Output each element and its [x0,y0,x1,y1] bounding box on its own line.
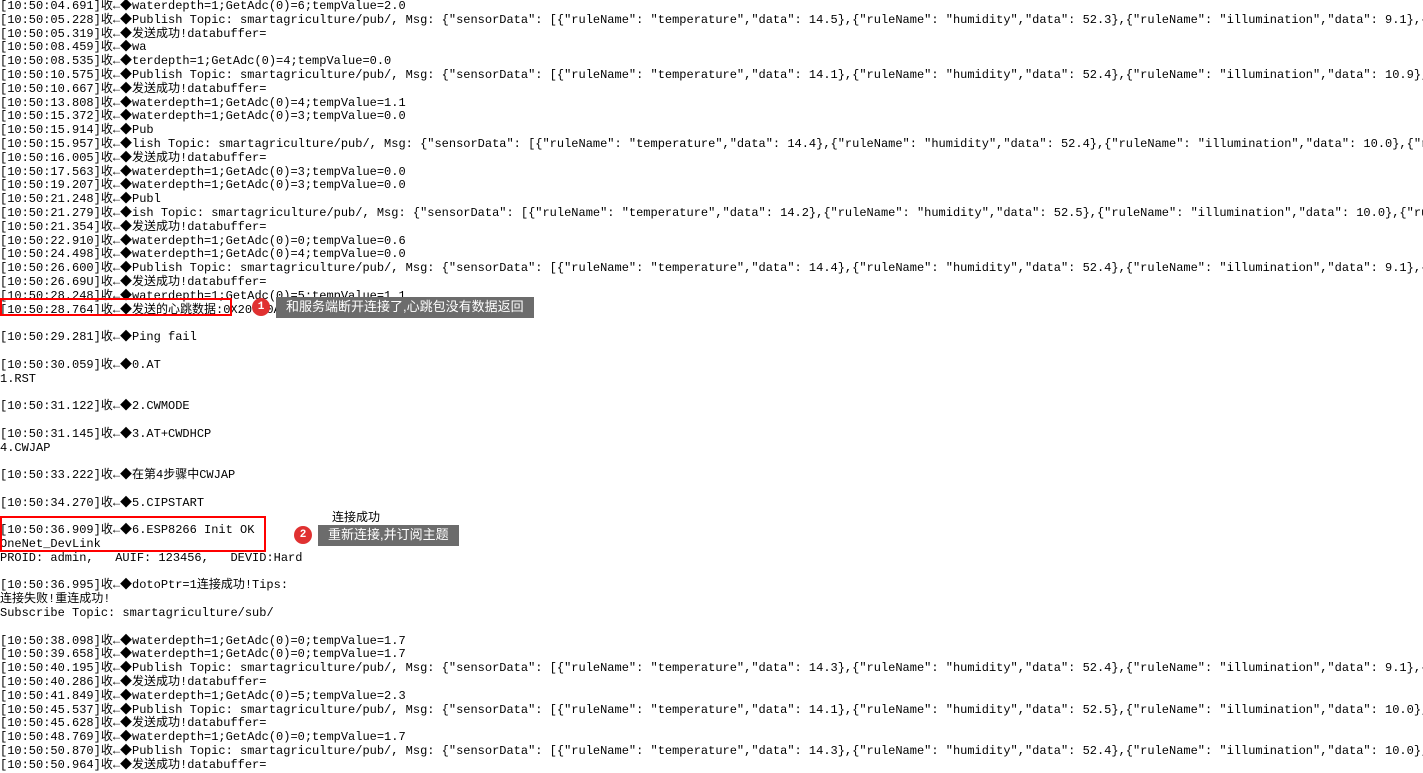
log-line: [10:50:29.281]收←◆Ping fail [0,331,1423,345]
annotation-badge-2: 2 [294,526,312,544]
annotation-badge-1: 1 [252,298,270,316]
log-line: [10:50:21.248]收←◆Publ [0,193,1423,207]
log-line: [10:50:45.537]收←◆Publish Topic: smartagr… [0,704,1423,718]
log-line [0,414,1423,428]
log-line: 连接失败!重连成功! [0,593,1423,607]
log-line: [10:50:30.059]收←◆0.AT [0,359,1423,373]
annotation-text-1: 和服务端断开连接了,心跳包没有数据返回 [276,297,534,318]
log-line: [10:50:26.69U]收←◆发送成功!databuffer= [0,276,1423,290]
log-line: [10:50:04.691]收←◆waterdepth=1;GetAdc(0)=… [0,0,1423,14]
annotation-2: 2 重新连接,并订阅主题 [294,525,459,546]
log-line: [10:50:16.005]收←◆发送成功!databuffer= [0,152,1423,166]
log-line [0,483,1423,497]
annotation-1: 1 和服务端断开连接了,心跳包没有数据返回 [252,297,534,318]
log-line [0,345,1423,359]
log-line: 1.RST [0,373,1423,387]
log-line: [10:50:21.354]收←◆发送成功!databuffer= [0,221,1423,235]
log-line: [10:50:15.957]收←◆lish Topic: smartagricu… [0,138,1423,152]
log-line: [10:50:21.279]收←◆ish Topic: smartagricul… [0,207,1423,221]
log-line: [10:50:36.909]收←◆6.ESP8266 Init OK [0,524,1423,538]
log-line [0,621,1423,635]
log-line: 4.CWJAP [0,442,1423,456]
log-line: [10:50:28.764]收←◆发送的心跳数据:0X20000AE8Ping … [0,304,1423,318]
log-line: [10:50:31.122]收←◆2.CWMODE [0,400,1423,414]
log-line: [10:50:15.914]收←◆Pub [0,124,1423,138]
log-line: [10:50:26.600]收←◆Publish Topic: smartagr… [0,262,1423,276]
log-line: [10:50:05.228]收←◆Publish Topic: smartagr… [0,14,1423,28]
log-line: [10:50:15.372]收←◆waterdepth=1;GetAdc(0)=… [0,110,1423,124]
log-line: OneNet_DevLink [0,538,1423,552]
log-line: [10:50:10.575]收←◆Publish Topic: smartagr… [0,69,1423,83]
log-line [0,317,1423,331]
log-line: [10:50:28.248]收←◆waterdepth=1;GetAdc(0)=… [0,290,1423,304]
log-line: [10:50:45.628]收←◆发送成功!databuffer= [0,717,1423,731]
log-line: [10:50:50.870]收←◆Publish Topic: smartagr… [0,745,1423,759]
log-line: [10:50:48.769]收←◆waterdepth=1;GetAdc(0)=… [0,731,1423,745]
log-line: [10:50:40.286]收←◆发送成功!databuffer= [0,676,1423,690]
annotation-text-2: 重新连接,并订阅主题 [318,525,459,546]
log-line: [10:50:08.535]收←◆terdepth=1;GetAdc(0)=4;… [0,55,1423,69]
log-line: [10:50:41.849]收←◆waterdepth=1;GetAdc(0)=… [0,690,1423,704]
log-line: [10:50:40.195]收←◆Publish Topic: smartagr… [0,662,1423,676]
log-line [0,386,1423,400]
log-line: [10:50:19.207]收←◆waterdepth=1;GetAdc(0)=… [0,179,1423,193]
log-line: Subscribe Topic: smartagriculture/sub/ [0,607,1423,621]
log-line: [10:50:33.222]收←◆在第4步骤中CWJAP [0,469,1423,483]
log-line: [10:50:05.319]收←◆发送成功!databuffer= [0,28,1423,42]
log-line: [10:50:31.145]收←◆3.AT+CWDHCP [0,428,1423,442]
log-line: [10:50:36.995]收←◆dotoPtr=1连接成功!Tips: [0,579,1423,593]
serial-log-output: [10:50:04.691]收←◆waterdepth=1;GetAdc(0)=… [0,0,1423,773]
log-line: [10:50:34.270]收←◆5.CIPSTART [0,497,1423,511]
label-connection-success: 连接成功 [332,511,380,525]
log-line: PROID: admin, AUIF: 123456, DEVID:Hard [0,552,1423,566]
log-line: [10:50:10.667]收←◆发送成功!databuffer= [0,83,1423,97]
log-line: [10:50:50.964]收←◆发送成功!databuffer= [0,759,1423,773]
